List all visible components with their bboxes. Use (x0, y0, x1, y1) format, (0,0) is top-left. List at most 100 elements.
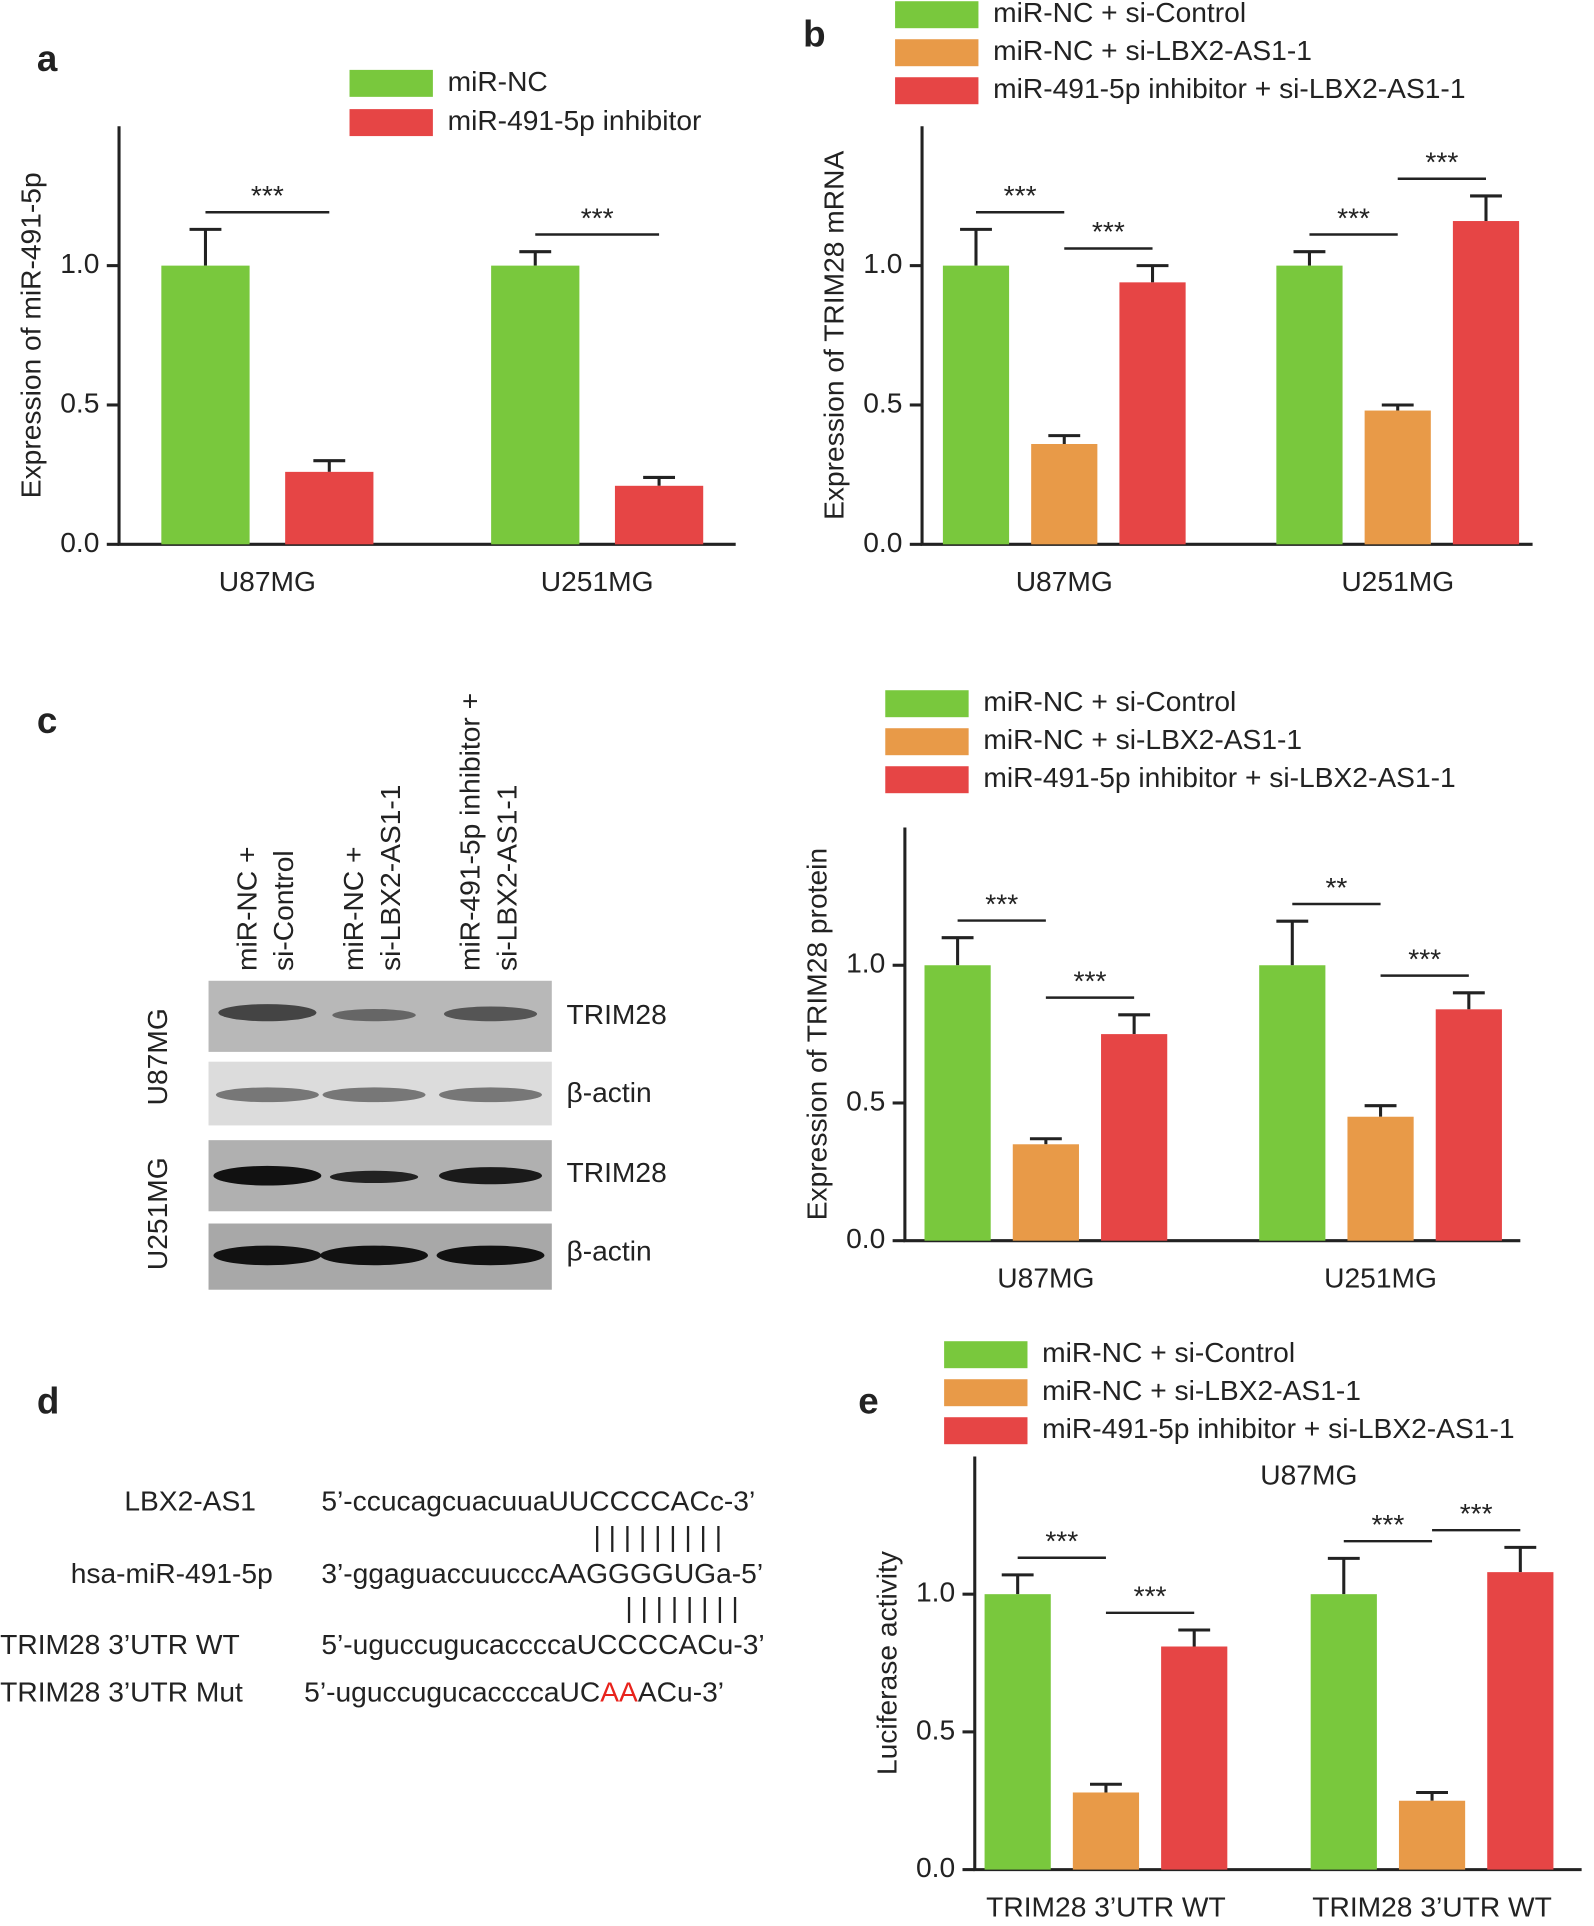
panel-letter: c (37, 700, 57, 741)
blot (208, 980, 552, 1290)
legend-swatch (944, 1379, 1028, 1407)
x-tick-label: TRIM28 3’UTR WT (1312, 1890, 1552, 1922)
cell-line-label: U87MG (141, 1008, 173, 1105)
band (443, 1006, 538, 1022)
sequence-part: AA (600, 1676, 638, 1708)
legend-swatch (349, 69, 433, 97)
sequence-part: 5’-uguccugucaccccaUC (304, 1676, 600, 1708)
y-tick-label: 0.0 (846, 1222, 885, 1254)
legend-label: miR-NC + si-LBX2-AS1-1 (993, 34, 1312, 66)
y-tick-label: 1.0 (846, 947, 885, 979)
band (322, 1087, 426, 1103)
band (320, 1245, 428, 1266)
significance-label: *** (1425, 146, 1458, 178)
significance-label: *** (251, 179, 284, 211)
bar (1435, 1009, 1502, 1241)
significance-label: *** (1371, 1508, 1404, 1540)
x-tick-label: U87MG (219, 565, 316, 597)
y-tick-label: 1.0 (60, 247, 99, 279)
legend-swatch (895, 77, 979, 105)
x-tick-label: U87MG (997, 1261, 1094, 1293)
y-tick-label: 0.5 (60, 386, 99, 418)
y-tick-label: 1.0 (916, 1576, 955, 1608)
bar (1487, 1572, 1554, 1870)
y-tick-label: 0.0 (863, 526, 902, 558)
bar (1276, 265, 1343, 545)
legend-label: miR-491-5p inhibitor + si-LBX2-AS1-1 (983, 761, 1455, 793)
y-tick-label: 0.5 (863, 386, 902, 418)
significance-label: *** (1092, 215, 1125, 247)
bar (984, 1594, 1051, 1870)
legend-label: miR-NC + si-LBX2-AS1-1 (1042, 1374, 1361, 1406)
bar (161, 265, 250, 545)
chart-title: U87MG (1260, 1459, 1357, 1491)
significance-label: *** (985, 887, 1018, 919)
significance-label: *** (1004, 179, 1037, 211)
bar (285, 471, 374, 545)
lane-label: si-LBX2-AS1-1 (490, 785, 522, 971)
legend-swatch (885, 728, 969, 756)
bar (1012, 1144, 1079, 1241)
lane-label: si-LBX2-AS1-1 (374, 785, 406, 971)
sequence: 3’-ggaguaccuucccAAGGGGUGa-5’ (321, 1557, 763, 1589)
legend-swatch (895, 39, 979, 67)
y-tick-label: 0.5 (846, 1084, 885, 1116)
blot-row-label: TRIM28 (567, 1156, 667, 1188)
significance-label: *** (1045, 1524, 1078, 1556)
band (213, 1245, 322, 1266)
sequence: 5’-ccucagcuacuuaUUCCCCACc-3’ (321, 1484, 755, 1516)
x-tick-label: U87MG (1016, 565, 1113, 597)
panel-letter: b (803, 13, 825, 54)
bar (491, 265, 580, 545)
lane-label: miR-491-5p inhibitor + (454, 693, 486, 971)
band (215, 1087, 319, 1103)
sequence: 5’-uguccugucaccccaUCCCCACu-3’ (321, 1628, 764, 1660)
lane-label: miR-NC + (230, 846, 262, 971)
significance-label: *** (581, 201, 614, 233)
sequence-name: TRIM28 3’UTR Mut (0, 1676, 243, 1708)
significance-label: *** (1074, 964, 1107, 996)
bar (1031, 443, 1098, 545)
legend-label: miR-NC + si-Control (993, 0, 1246, 28)
y-tick-label: 0.5 (916, 1713, 955, 1745)
x-tick-label: TRIM28 3’UTR WT (986, 1890, 1226, 1922)
panel-letter: a (37, 38, 58, 79)
legend-swatch (944, 1341, 1028, 1369)
band (436, 1245, 545, 1266)
legend-label: miR-NC + si-Control (983, 685, 1236, 717)
significance-label: ** (1325, 871, 1347, 903)
band (439, 1167, 542, 1185)
bar (1119, 282, 1186, 545)
legend-label: miR-NC (448, 65, 548, 97)
bar (1310, 1594, 1377, 1870)
significance-label: *** (1460, 1497, 1493, 1529)
bar (1161, 1646, 1228, 1870)
pairing: | | | | | | | | (625, 1591, 738, 1623)
y-axis-label: Luciferase activity (870, 1550, 902, 1775)
legend-swatch (885, 766, 969, 794)
bar (924, 965, 991, 1241)
x-tick-label: U251MG (1324, 1261, 1437, 1293)
legend-swatch (885, 690, 969, 718)
bar (1101, 1034, 1168, 1241)
legend-swatch (349, 109, 433, 137)
sequence-name: LBX2-AS1 (124, 1484, 256, 1516)
bar (1452, 221, 1520, 545)
legend-label: miR-491-5p inhibitor + si-LBX2-AS1-1 (1042, 1412, 1514, 1444)
bar (1364, 410, 1431, 545)
y-tick-label: 0.0 (60, 526, 99, 558)
legend-label: miR-NC + si-Control (1042, 1336, 1295, 1368)
sequence-name: hsa-miR-491-5p (71, 1557, 273, 1589)
bar (1398, 1800, 1466, 1870)
legend-label: miR-491-5p inhibitor (448, 104, 702, 136)
bar (942, 265, 1010, 545)
bar (1259, 965, 1326, 1241)
significance-label: *** (1134, 1580, 1167, 1612)
cell-line-label: U251MG (141, 1157, 173, 1270)
band (332, 1008, 416, 1022)
panel-letter: d (37, 1380, 59, 1421)
blot-row-label: β-actin (567, 1234, 652, 1266)
bar (1347, 1116, 1414, 1241)
x-tick-label: U251MG (541, 565, 654, 597)
